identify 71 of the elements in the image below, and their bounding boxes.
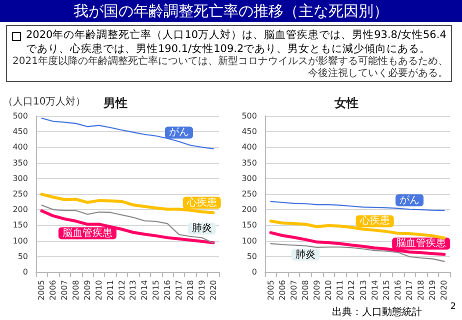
x-tick-label: 2013 bbox=[128, 280, 138, 300]
series-label: 心疾患 bbox=[186, 196, 217, 208]
x-tick-label: 2018 bbox=[416, 280, 426, 300]
x-tick-label: 2020 bbox=[440, 280, 449, 300]
x-tick-label: 2009 bbox=[312, 280, 322, 300]
y-tick-label: 150 bbox=[242, 220, 257, 230]
text: 我が国の年齢調整死亡率の推移（主な死因別） bbox=[0, 0, 462, 22]
y-tick-label: 300 bbox=[242, 174, 257, 183]
x-tick-label: 2015 bbox=[152, 280, 161, 300]
x-tick-label: 2006 bbox=[278, 280, 287, 300]
y-tick-label: 50 bbox=[246, 252, 257, 261]
x-tick-label: 2017 bbox=[405, 280, 414, 300]
x-tick-label: 2014 bbox=[140, 280, 150, 300]
x-tick-label: 2008 bbox=[72, 280, 81, 300]
x-tick-label: 2010 bbox=[94, 280, 104, 300]
y-tick-label: 450 bbox=[242, 127, 257, 136]
x-tick-label: 2010 bbox=[324, 280, 334, 300]
y-tick-label: 300 bbox=[12, 174, 28, 183]
y-tick-label: 400 bbox=[242, 142, 257, 152]
text: 2 bbox=[450, 302, 456, 312]
series-label: 肺炎 bbox=[295, 248, 316, 260]
chart-title: 男性 bbox=[102, 96, 128, 110]
x-tick-label: 2008 bbox=[300, 280, 310, 300]
y-tick-label: 150 bbox=[12, 220, 28, 230]
x-tick-label: 2020 bbox=[208, 280, 218, 300]
x-tick-label: 2016 bbox=[393, 280, 402, 300]
series-label: 脳血管疾患 bbox=[396, 237, 446, 250]
series-label: 肺炎 bbox=[192, 222, 212, 234]
series-label: 脳血管疾患 bbox=[62, 226, 112, 239]
x-tick-label: 2012 bbox=[347, 280, 356, 300]
source-note: 出典：人口動態統計 bbox=[332, 306, 422, 319]
x-tick-label: 2011 bbox=[106, 280, 115, 300]
series-label: 心疾患 bbox=[358, 214, 390, 227]
y-tick-label: 50 bbox=[18, 252, 28, 261]
x-tick-label: 2005 bbox=[37, 280, 46, 300]
x-tick-label: 2006 bbox=[48, 280, 58, 300]
y-tick-label: 350 bbox=[242, 158, 257, 168]
x-tick-label: 2005 bbox=[266, 280, 276, 300]
y-tick-label: 250 bbox=[12, 190, 28, 198]
x-tick-label: 2011 bbox=[336, 280, 345, 300]
y-tick-label: 500 bbox=[12, 112, 28, 120]
x-tick-label: 2013 bbox=[358, 280, 368, 300]
x-tick-label: 2017 bbox=[174, 280, 184, 300]
x-tick-label: 2016 bbox=[163, 280, 172, 300]
chart-title: 女性 bbox=[334, 96, 358, 110]
text: 2020年の年齢調整死亡率（人口10万人対）は、脳血管疾患では、男性93.8/女性56.4であり、心疾患では、男性190.1/女性109.2であり、男女ともに減少傾向にある。 bbox=[26, 28, 448, 56]
y-tick-label: 100 bbox=[242, 236, 257, 246]
series-label: がん bbox=[400, 194, 420, 206]
x-tick-label: 2014 bbox=[370, 280, 380, 300]
y-tick-label: 250 bbox=[242, 190, 257, 198]
y-tick-label: 400 bbox=[12, 142, 28, 152]
y-tick-label: 350 bbox=[12, 158, 28, 168]
y-tick-label: 500 bbox=[242, 112, 257, 120]
y-tick-label: 200 bbox=[12, 205, 28, 214]
y-tick-label: 450 bbox=[12, 127, 28, 136]
x-tick-label: 2009 bbox=[82, 280, 92, 300]
x-tick-label: 2007 bbox=[60, 280, 70, 300]
x-tick-label: 2012 bbox=[117, 280, 126, 300]
y-tick-label: 0 bbox=[252, 268, 257, 276]
x-tick-label: 2015 bbox=[382, 280, 391, 300]
y-tick-label: 0 bbox=[22, 268, 28, 276]
x-tick-label: 2019 bbox=[197, 280, 206, 300]
series-label: がん bbox=[168, 127, 189, 138]
y-tick-label: 100 bbox=[12, 236, 28, 246]
text: 2021年度以降の年齢調整死亡率については、新型コロナウイルスが影響する可能性もあるため、今後注視していく必要がある。 bbox=[12, 56, 448, 80]
x-tick-label: 2007 bbox=[289, 280, 298, 300]
line-series bbox=[41, 118, 214, 150]
y-axis-title: （人口10万人対） bbox=[3, 96, 86, 108]
y-tick-label: 200 bbox=[242, 205, 257, 214]
x-tick-label: 2019 bbox=[428, 280, 438, 300]
x-tick-label: 2018 bbox=[186, 280, 195, 300]
